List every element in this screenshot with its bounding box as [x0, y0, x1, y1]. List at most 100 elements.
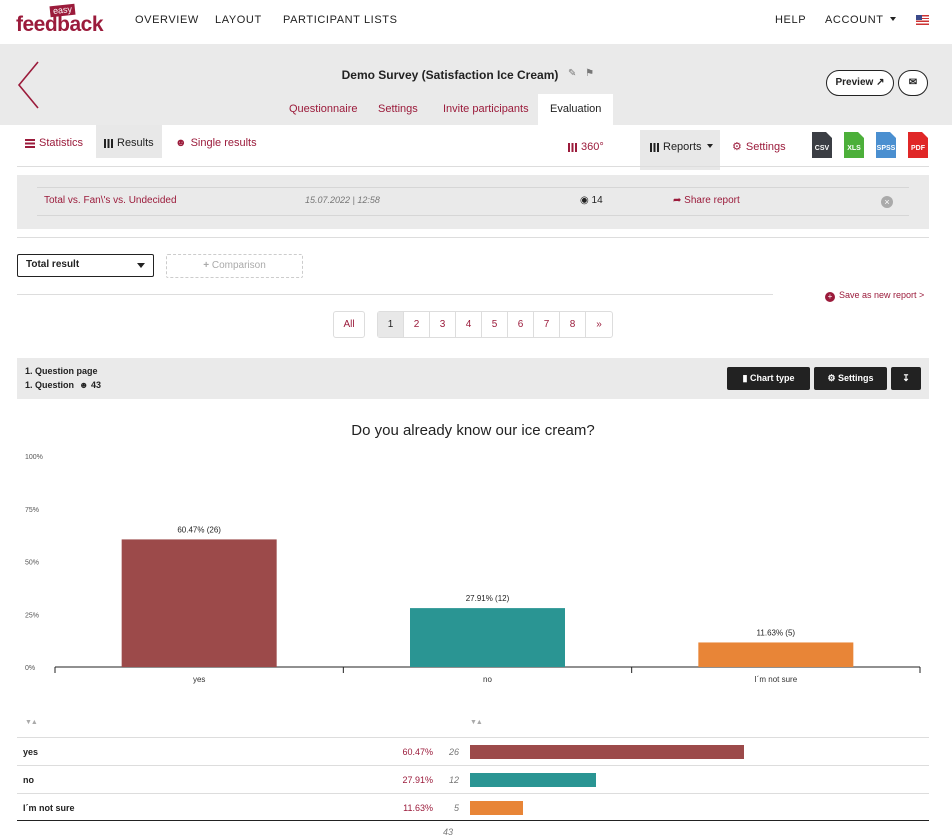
- page-5[interactable]: 5: [482, 312, 508, 337]
- table-total: 43: [443, 827, 454, 837]
- bar[interactable]: [410, 608, 565, 667]
- survey-header: Demo Survey (Satisfaction Ice Cream) ✎ ⚑…: [0, 44, 952, 125]
- question-name: 1. Question: [25, 380, 75, 390]
- save-new-report-link[interactable]: + Save as new report >: [825, 290, 924, 302]
- report-row: [37, 187, 909, 216]
- pager-all-button[interactable]: All: [343, 319, 355, 330]
- tab-settings[interactable]: Settings: [378, 103, 418, 115]
- table-row: yes 60.47% 26: [17, 737, 929, 765]
- nav-layout[interactable]: LAYOUT: [215, 14, 262, 26]
- share-report-link[interactable]: ➦ Share report: [673, 195, 740, 206]
- preview-label: Preview: [835, 77, 874, 88]
- close-icon[interactable]: ×: [881, 196, 893, 208]
- csv-label: CSV: [814, 145, 830, 152]
- gear-icon: ⚙: [732, 141, 742, 153]
- survey-title: Demo Survey (Satisfaction Ice Cream): [341, 68, 559, 82]
- page-6[interactable]: 6: [508, 312, 534, 337]
- view-360-link[interactable]: 360°: [568, 129, 604, 162]
- y-tick-label: 75%: [25, 507, 39, 514]
- table-total-divider: [17, 820, 929, 821]
- eye-icon: ◉: [580, 195, 589, 206]
- share-icon: ➦: [673, 195, 682, 206]
- pdf-export-icon[interactable]: PDF: [908, 132, 928, 158]
- result-select-value: Total result: [26, 259, 80, 270]
- spss-label: SPSS: [876, 145, 896, 152]
- result-select[interactable]: Total result: [17, 254, 154, 277]
- page-4[interactable]: 4: [456, 312, 482, 337]
- table-row: no 27.91% 12: [17, 765, 929, 793]
- nav-participant-lists[interactable]: PARTICIPANT LISTS: [283, 14, 398, 26]
- page-2[interactable]: 2: [404, 312, 430, 337]
- y-tick-label: 25%: [25, 612, 39, 619]
- row-percent: 27.91%: [402, 775, 433, 785]
- plus-icon: +: [203, 260, 210, 271]
- preview-button[interactable]: Preview ↗: [826, 70, 894, 96]
- data-label: 60.47% (26): [177, 525, 221, 534]
- caret-down-icon: [890, 17, 897, 21]
- settings-label: Settings: [745, 141, 786, 153]
- y-tick-label: 50%: [25, 560, 39, 567]
- pager: 1 2 3 4 5 6 7 8 »: [377, 311, 613, 338]
- row-label: no: [23, 775, 34, 785]
- xls-export-icon[interactable]: XLS: [844, 132, 864, 158]
- page-3[interactable]: 3: [430, 312, 456, 337]
- chart-type-button[interactable]: ▮ Chart type: [727, 367, 810, 390]
- y-tick-label: 0%: [25, 665, 35, 672]
- x-tick-label: I´m not sure: [754, 675, 797, 684]
- tab-statistics[interactable]: Statistics: [25, 125, 83, 158]
- bar[interactable]: [698, 642, 854, 667]
- share-report-label: Share report: [684, 195, 740, 206]
- gear-icon: ⚙: [827, 373, 836, 383]
- add-comparison-button[interactable]: + Comparison: [166, 254, 303, 278]
- pencil-icon[interactable]: ✎: [568, 68, 577, 79]
- tab-results[interactable]: Results: [96, 125, 162, 158]
- row-bar: [470, 773, 597, 787]
- external-link-icon: ↗: [876, 77, 885, 88]
- settings-link[interactable]: ⚙ Settings: [732, 129, 786, 162]
- row-bar: [470, 745, 744, 759]
- question-settings-button[interactable]: ⚙ Settings: [814, 367, 887, 390]
- row-count: 12: [448, 775, 459, 785]
- caret-down-icon: [706, 144, 713, 148]
- nav-overview[interactable]: OVERVIEW: [135, 14, 199, 26]
- tab-single-results[interactable]: ☻ Single results: [175, 125, 257, 158]
- reports-dropdown[interactable]: Reports: [640, 130, 720, 170]
- bar[interactable]: [121, 539, 277, 667]
- tab-invite-participants[interactable]: Invite participants: [443, 103, 529, 115]
- data-label: 27.91% (12): [466, 594, 510, 603]
- divider: [17, 237, 929, 238]
- report-name[interactable]: Total vs. Fan\'s vs. Undecided: [44, 195, 177, 206]
- y-tick-label: 100%: [25, 454, 43, 461]
- page-1[interactable]: 1: [378, 312, 404, 337]
- csv-export-icon[interactable]: CSV: [812, 132, 832, 158]
- pdf-label: PDF: [911, 145, 925, 152]
- bar-chart-icon: [650, 142, 659, 152]
- spss-export-icon[interactable]: SPSS: [876, 132, 896, 158]
- nav-account[interactable]: ACCOUNT: [825, 14, 897, 26]
- sort-icon[interactable]: ▼▲: [470, 719, 483, 726]
- nav-help[interactable]: HELP: [775, 14, 807, 26]
- tag-icon[interactable]: ⚑: [585, 68, 595, 79]
- bar-chart-icon: [568, 142, 577, 152]
- page-7[interactable]: 7: [534, 312, 560, 337]
- question-count: 43: [91, 380, 102, 390]
- back-arrow-icon[interactable]: [16, 60, 56, 110]
- sort-icon[interactable]: ▼▲: [25, 719, 38, 726]
- download-button[interactable]: ↧: [891, 367, 921, 390]
- page-8[interactable]: 8: [560, 312, 586, 337]
- list-icon: [25, 138, 35, 148]
- report-date: 15.07.2022 | 12:58: [305, 195, 380, 205]
- question-title: Do you already know our ice cream?: [351, 422, 595, 439]
- title-actions: ✎ ⚑: [568, 68, 594, 79]
- tab-evaluation[interactable]: Evaluation: [538, 94, 614, 125]
- bar-chart-icon: ▮: [742, 373, 748, 383]
- chart-type-label: Chart type: [749, 373, 795, 383]
- question-label: 1. Question ☻ 43: [25, 380, 101, 390]
- page-next[interactable]: »: [596, 319, 602, 330]
- bar-chart-icon: [104, 138, 113, 148]
- email-button[interactable]: ✉: [898, 70, 928, 96]
- user-icon: ☻: [175, 137, 187, 150]
- tab-questionnaire[interactable]: Questionnaire: [289, 103, 358, 115]
- us-flag-icon[interactable]: [916, 15, 929, 25]
- logo[interactable]: easy feedback: [16, 3, 104, 36]
